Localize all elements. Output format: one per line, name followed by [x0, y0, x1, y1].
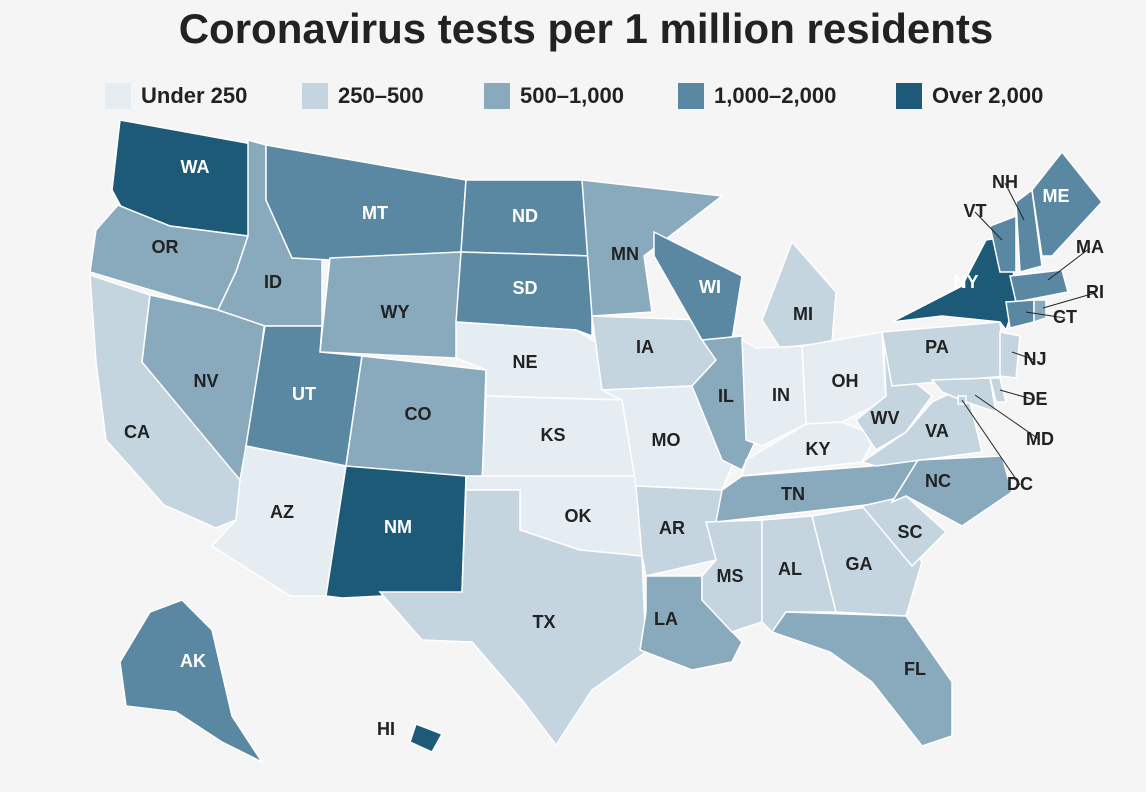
state-label: MS: [717, 566, 744, 586]
state-label: MO: [652, 430, 681, 450]
state-label: WV: [871, 408, 900, 428]
legend-label: 250–500: [338, 83, 424, 108]
state-shape: [770, 611, 953, 747]
state-label: FL: [904, 659, 926, 679]
state-shape: [581, 179, 724, 317]
state-label: OR: [152, 237, 179, 257]
state-label: CO: [405, 404, 432, 424]
state-shape: [1015, 188, 1043, 273]
legend-swatch: [484, 83, 510, 109]
state-label: OH: [832, 371, 859, 391]
leader-line: [999, 389, 1036, 401]
legend-swatch: [302, 83, 328, 109]
state-label: NM: [384, 517, 412, 537]
state-label: IN: [772, 385, 790, 405]
state-label: SC: [897, 522, 922, 542]
state-shape: [989, 214, 1017, 273]
leader-line: [1011, 351, 1036, 361]
state-label: ID: [264, 272, 282, 292]
leader-line: [1004, 182, 1025, 221]
leader-line: [974, 394, 1041, 441]
state-shape: [1031, 150, 1103, 257]
state-label: AL: [778, 559, 802, 579]
state-label: RI: [1086, 282, 1104, 302]
state-label: MI: [793, 304, 813, 324]
state-label: AK: [180, 651, 206, 671]
state-label: AR: [659, 518, 685, 538]
legend-label: 1,000–2,000: [714, 83, 836, 108]
state-labels: WA OR CA NV ID MT WY UT CO AZ NM ND SD NE KS OK TX MN IA MO…: [124, 157, 1104, 739]
state-label: HI: [377, 719, 395, 739]
state-shape: [1009, 269, 1069, 303]
map-title: Coronavirus tests per 1 million resident…: [179, 5, 994, 52]
state-label: PA: [925, 337, 949, 357]
state-label: ND: [512, 206, 538, 226]
state-label: GA: [846, 554, 873, 574]
state-label: CT: [1053, 307, 1077, 327]
state-label: MD: [1026, 429, 1054, 449]
state-label: TX: [532, 612, 555, 632]
state-label: CA: [124, 422, 150, 442]
state-label: OK: [565, 506, 592, 526]
state-label: IL: [718, 386, 734, 406]
state-label: SD: [512, 278, 537, 298]
state-label: VT: [963, 201, 986, 221]
state-shape: [1005, 299, 1035, 329]
state-label: UT: [292, 384, 316, 404]
state-shape: [999, 331, 1021, 379]
state-shape: [119, 599, 265, 764]
state-label: WA: [181, 157, 210, 177]
legend-swatch: [896, 83, 922, 109]
state-label: MT: [362, 203, 388, 223]
legend-label: Under 250: [141, 83, 247, 108]
state-shape: [635, 485, 723, 577]
state-label: NV: [193, 371, 218, 391]
legend: Under 250 250–500 500–1,000 1,000–2,000 Over…: [105, 83, 1043, 109]
legend-label: Over 2,000: [932, 83, 1043, 108]
states: [89, 119, 1103, 764]
state-label: NY: [953, 272, 978, 292]
legend-swatch: [678, 83, 704, 109]
state-shape: [378, 489, 647, 747]
state-label: WY: [381, 302, 410, 322]
legend-label: 500–1,000: [520, 83, 624, 108]
state-label: NJ: [1023, 349, 1046, 369]
state-shape: [930, 377, 997, 414]
state-label: ME: [1043, 186, 1070, 206]
state-shape: [989, 377, 1007, 403]
leader-line: [974, 211, 1003, 241]
state-label: NE: [512, 352, 537, 372]
state-shape: [860, 495, 948, 568]
state-shape: [801, 331, 887, 425]
leader-line: [961, 399, 1021, 486]
legend-swatch: [105, 83, 131, 109]
state-label: IA: [636, 337, 654, 357]
state-label: TN: [781, 484, 805, 504]
state-label: KY: [805, 439, 830, 459]
state-label: WI: [699, 277, 721, 297]
state-shape: [761, 240, 837, 349]
leader-line: [1047, 247, 1091, 281]
leader-line: [1042, 292, 1096, 309]
state-shape: [1033, 299, 1047, 324]
state-label: LA: [654, 609, 678, 629]
state-label: VA: [925, 421, 949, 441]
state-label: DE: [1022, 389, 1047, 409]
state-label: MN: [611, 244, 639, 264]
state-label: NC: [925, 471, 951, 491]
state-label: NH: [992, 172, 1018, 192]
leader-line: [1025, 311, 1066, 319]
state-shape: [455, 251, 593, 338]
state-label: AZ: [270, 502, 294, 522]
state-shape: [409, 723, 444, 753]
state-label: MA: [1076, 237, 1104, 257]
state-label: KS: [540, 425, 565, 445]
state-label: DC: [1007, 474, 1033, 494]
